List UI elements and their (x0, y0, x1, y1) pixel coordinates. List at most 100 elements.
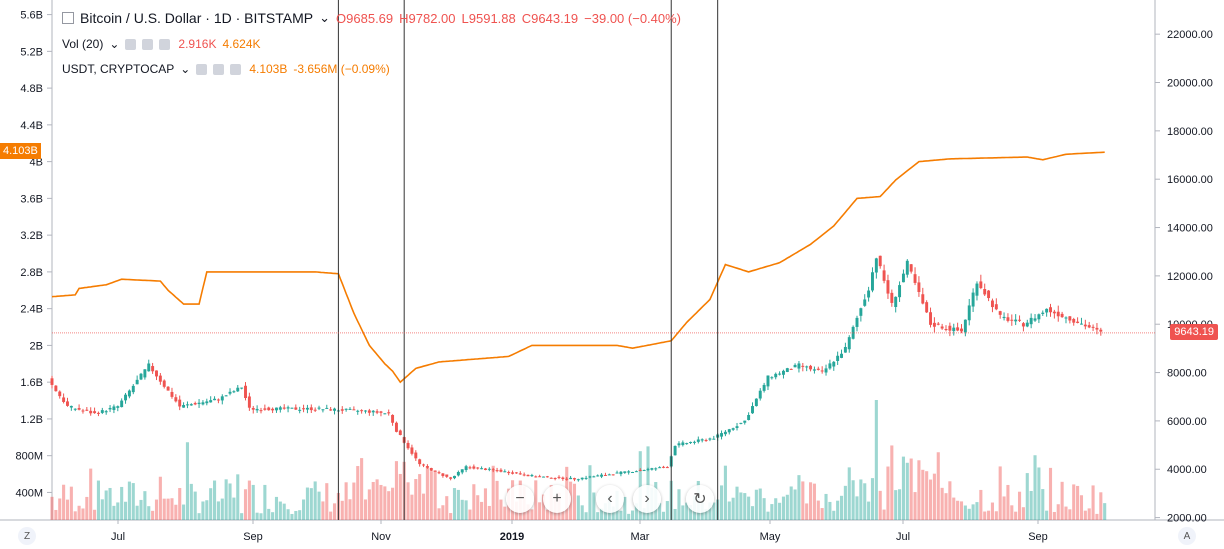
candle-body (456, 471, 460, 476)
volume-bar (166, 498, 170, 520)
candle-body (131, 385, 135, 393)
candle-body (785, 368, 789, 372)
candle-body (487, 468, 491, 470)
candle-body (809, 365, 813, 370)
volume-bar (398, 473, 402, 520)
volume-bar (182, 504, 186, 520)
volume-bar (1037, 467, 1041, 520)
auto-scale-button[interactable]: A (1178, 527, 1196, 545)
timezone-button[interactable]: Z (18, 527, 36, 545)
volume-bar (240, 513, 244, 520)
volume-bar (112, 505, 116, 520)
candle-body (507, 472, 511, 474)
volume-bar (917, 460, 921, 520)
candle-body (298, 409, 302, 411)
volume-bar (360, 458, 364, 520)
candle-body (85, 409, 89, 411)
volume-bar (600, 508, 604, 520)
chevron-down-icon[interactable]: ⌄ (319, 10, 331, 25)
candle-body (1041, 312, 1045, 314)
volume-bar (867, 501, 871, 520)
candle-body (236, 387, 240, 392)
volume-bar (247, 480, 251, 520)
candle-body (778, 373, 782, 375)
close-icon[interactable] (159, 38, 171, 50)
candle-body (828, 363, 832, 369)
candle-body (739, 422, 743, 424)
candle-body (305, 407, 309, 410)
candle-body (642, 470, 646, 472)
candle-body (932, 322, 936, 327)
candle-body (437, 472, 441, 474)
candle-body (758, 390, 762, 399)
volume-bar (665, 501, 669, 520)
candle-body (174, 397, 178, 402)
zoom-in-button[interactable]: + (543, 485, 571, 513)
candle-body (565, 478, 569, 480)
volume-bar (1060, 481, 1064, 520)
candle-body (371, 410, 375, 413)
candle-body (1049, 307, 1052, 313)
chevron-down-icon[interactable]: ⌄ (109, 37, 120, 51)
volume-bar (928, 479, 933, 520)
volume-bar (394, 461, 398, 520)
candle-body (983, 289, 987, 295)
volume-bar (429, 471, 433, 520)
candle-body (58, 391, 62, 397)
volume-bar (120, 486, 124, 520)
left-axis-label: 5.6B (20, 10, 43, 22)
volume-bar (801, 481, 805, 520)
candle-body (464, 466, 468, 471)
candle-body (781, 370, 785, 375)
candle-body (213, 398, 217, 401)
candle-body (406, 442, 410, 449)
collapse-icon[interactable] (62, 12, 74, 24)
candle-body (665, 467, 669, 469)
volume-bar (793, 489, 797, 520)
candle-body (1025, 322, 1029, 327)
candle-body (189, 404, 193, 406)
eye-icon[interactable] (125, 38, 137, 50)
candle-body (801, 365, 805, 367)
candle-body (696, 439, 700, 442)
volume-bar (1045, 510, 1049, 520)
candle-body (352, 409, 356, 411)
zoom-out-button[interactable]: − (506, 485, 534, 513)
settings-icon[interactable] (142, 38, 154, 50)
candle-body (290, 407, 294, 409)
volume-bar (290, 513, 294, 520)
candle-body (398, 430, 402, 435)
candle-body (414, 452, 418, 459)
volume-bar (658, 503, 662, 520)
volume-bar (994, 511, 998, 520)
right-axis-label: 16000.00 (1167, 174, 1213, 186)
left-axis-label: 3.6B (20, 193, 43, 205)
candle-body (836, 355, 840, 361)
scroll-left-button[interactable]: ‹ (596, 485, 624, 513)
candle-body (631, 471, 634, 473)
volume-label[interactable]: Vol (20) (62, 37, 104, 51)
eye-icon[interactable] (196, 63, 208, 75)
volume-bar (747, 496, 751, 520)
volume-bar (743, 493, 747, 520)
close-icon[interactable] (230, 63, 242, 75)
candle-body (394, 422, 398, 432)
volume-bar (634, 503, 638, 520)
volume-bar (1041, 489, 1045, 520)
volume-bar (797, 475, 801, 520)
settings-icon[interactable] (213, 63, 225, 75)
scroll-right-button[interactable]: › (633, 485, 661, 513)
reset-chart-button[interactable]: ↻ (686, 485, 714, 513)
candle-body (596, 475, 600, 477)
candle-body (480, 468, 484, 470)
chevron-down-icon[interactable]: ⌄ (180, 62, 191, 76)
time-axis-label: Jul (111, 531, 125, 543)
usdt-label[interactable]: USDT, CRYPTOCAP (62, 62, 175, 76)
symbol-title[interactable]: Bitcoin / U.S. Dollar · 1D · BITSTAMP (80, 10, 314, 26)
candle-body (104, 411, 108, 413)
volume-bar (274, 496, 279, 520)
candle-body (286, 407, 290, 409)
volume-bar (54, 509, 58, 520)
candle-body (491, 469, 495, 471)
